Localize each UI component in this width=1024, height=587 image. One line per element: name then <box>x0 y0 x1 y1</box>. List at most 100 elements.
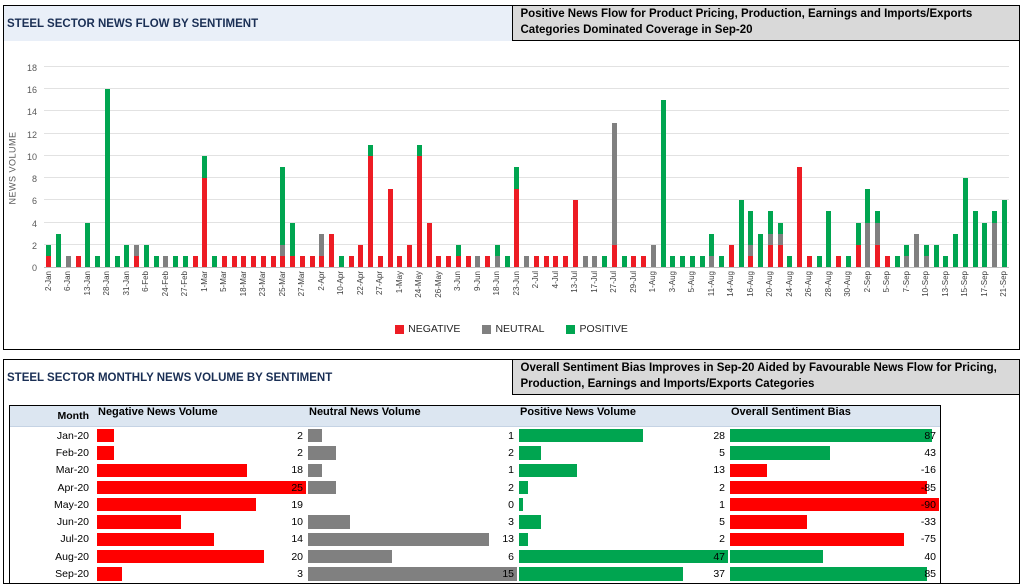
bar-stack <box>309 255 315 267</box>
x-label-slot: 7-Sep <box>902 271 912 317</box>
bar-segment-negative <box>329 233 335 267</box>
bar-slot <box>473 67 483 267</box>
x-label-slot <box>658 271 668 317</box>
x-axis-label: 31-Jan <box>121 271 131 296</box>
x-label-slot: 6-Feb <box>141 271 152 317</box>
panel2-title: STEEL SECTOR MONTHLY NEWS VOLUME BY SENT… <box>4 360 512 395</box>
bar-stack <box>767 211 773 267</box>
bar-slot <box>298 67 308 267</box>
bar-slot <box>181 67 191 267</box>
bar-slot <box>483 67 493 267</box>
bar-segment-negative <box>309 255 315 267</box>
bar-slot <box>805 67 815 267</box>
bar-slot <box>200 67 210 267</box>
bar-segment-negative <box>446 255 452 267</box>
x-label-slot: 5-Sep <box>882 271 893 317</box>
bias-cell: -75 <box>729 531 940 548</box>
bar-stack <box>455 244 461 267</box>
bar-slot <box>541 67 551 267</box>
x-label-slot: 9-Jun <box>473 271 483 317</box>
negative-cell: 20 <box>96 548 307 565</box>
bar-stack <box>260 255 266 267</box>
bar-stack <box>602 255 608 267</box>
bar-segment-positive <box>777 222 783 234</box>
bar-segment-negative <box>797 167 803 267</box>
bar-stack <box>319 233 325 267</box>
bar-segment-negative <box>192 255 198 267</box>
bias-bar <box>730 532 905 547</box>
bias-value: 87 <box>924 429 936 442</box>
x-label-slot <box>463 271 473 317</box>
bar-slot <box>463 67 473 267</box>
y-tick-label: 12 <box>26 129 37 140</box>
bar-slot <box>727 67 737 267</box>
negative-cell: 25 <box>96 479 307 496</box>
gridline <box>44 132 1009 134</box>
x-label-slot: 27-Apr <box>375 271 386 317</box>
negative-value: 25 <box>291 481 303 494</box>
bar-segment-negative <box>251 255 257 267</box>
bar-stack <box>348 255 354 267</box>
x-axis-label: 18-Mar <box>238 271 248 297</box>
bar-stack <box>153 255 159 267</box>
bar-stack <box>212 255 218 267</box>
x-label-slot: 28-Jan <box>102 271 113 317</box>
bar-stack <box>221 255 227 267</box>
x-label-slot: 16-Aug <box>746 271 756 317</box>
x-label-slot: 26-May <box>434 271 444 317</box>
positive-bar <box>519 567 684 581</box>
x-label-slot: 13-Sep <box>941 271 951 317</box>
bar-stack <box>660 100 666 267</box>
bar-stack <box>475 255 481 267</box>
bar-segment-positive <box>56 233 62 267</box>
bar-stack <box>553 255 559 267</box>
x-axis-label: 2-Jul <box>531 271 541 289</box>
bar-slot <box>824 67 834 267</box>
bar-stack <box>923 244 929 267</box>
table-row: Jan-20 2 1 28 87 <box>10 427 940 444</box>
legend-swatch-negative-icon <box>395 324 405 334</box>
bar-slot <box>161 67 171 267</box>
bar-slot <box>268 67 278 267</box>
neutral-value: 1 <box>508 429 514 442</box>
bar-stack <box>728 244 734 267</box>
bar-segment-neutral <box>494 255 500 267</box>
bar-stack <box>611 122 617 267</box>
bar-stack <box>709 233 715 267</box>
bar-segment-neutral <box>524 255 530 267</box>
bar-slot <box>103 67 113 267</box>
bar-segment-positive <box>368 144 374 156</box>
x-label-slot <box>970 271 980 317</box>
bar-stack <box>884 255 890 267</box>
bar-segment-positive <box>680 255 686 267</box>
x-axis-label: 27-Feb <box>180 271 190 297</box>
x-label-slot: 21-Sep <box>999 271 1010 317</box>
bar-segment-negative <box>436 255 442 267</box>
bar-segment-positive <box>290 222 296 256</box>
bar-segment-negative <box>416 155 422 267</box>
x-axis-label: 10-Sep <box>921 271 931 297</box>
bar-segment-negative <box>221 255 227 267</box>
bar-stack <box>436 255 442 267</box>
bar-slot <box>756 67 766 267</box>
bar-segment-negative <box>426 222 432 267</box>
neutral-cell: 15 <box>307 565 518 582</box>
x-axis-label: 6-Feb <box>141 271 151 292</box>
bar-stack <box>894 255 900 267</box>
x-axis-label: 24-Aug <box>784 271 794 297</box>
positive-cell: 1 <box>518 496 729 513</box>
positive-bar <box>519 515 542 529</box>
table-row: Aug-20 20 6 47 40 <box>10 548 940 565</box>
x-label-slot: 13-Jan <box>83 271 93 317</box>
positive-cell: 47 <box>518 548 729 565</box>
bar-slot <box>288 67 298 267</box>
bar-slot <box>668 67 678 267</box>
x-label-slot: 31-Jan <box>122 271 132 317</box>
bar-segment-negative <box>563 255 569 267</box>
bar-slot <box>649 67 659 267</box>
bar-segment-negative <box>387 189 393 267</box>
bar-stack <box>465 255 471 267</box>
monthly-table: Month Negative News Volume Neutral News … <box>9 405 941 584</box>
x-axis-label: 6-Jan <box>63 271 73 292</box>
bar-slot <box>493 67 503 267</box>
